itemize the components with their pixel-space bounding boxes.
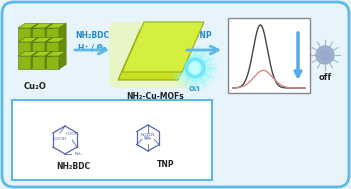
- Polygon shape: [46, 56, 59, 69]
- Polygon shape: [45, 51, 52, 69]
- Polygon shape: [45, 23, 52, 41]
- FancyBboxPatch shape: [2, 2, 349, 187]
- FancyBboxPatch shape: [12, 100, 212, 180]
- Polygon shape: [32, 37, 52, 42]
- Text: NH₂BDC: NH₂BDC: [75, 32, 109, 40]
- Text: O₂N: O₂N: [147, 132, 155, 136]
- Polygon shape: [31, 23, 38, 41]
- Polygon shape: [46, 28, 59, 41]
- Circle shape: [182, 55, 208, 81]
- Polygon shape: [118, 30, 200, 80]
- Text: NO₂: NO₂: [140, 132, 149, 136]
- Text: COOH: COOH: [53, 137, 66, 141]
- Polygon shape: [18, 42, 31, 55]
- Polygon shape: [46, 42, 59, 55]
- Polygon shape: [59, 37, 66, 55]
- Polygon shape: [32, 51, 52, 56]
- Circle shape: [189, 62, 201, 74]
- Polygon shape: [18, 56, 31, 69]
- Polygon shape: [122, 22, 204, 72]
- Text: NH₂-Cu-MOFs: NH₂-Cu-MOFs: [126, 92, 184, 101]
- Polygon shape: [46, 23, 66, 28]
- Polygon shape: [31, 37, 38, 55]
- Polygon shape: [59, 23, 66, 41]
- Circle shape: [178, 51, 212, 85]
- FancyBboxPatch shape: [109, 22, 193, 88]
- Text: TNP: TNP: [157, 160, 175, 169]
- Circle shape: [173, 46, 217, 90]
- Text: Cu₂O: Cu₂O: [24, 82, 46, 91]
- Polygon shape: [31, 51, 38, 69]
- Polygon shape: [46, 37, 66, 42]
- Polygon shape: [18, 51, 38, 56]
- Polygon shape: [59, 51, 66, 69]
- Polygon shape: [32, 56, 45, 69]
- Circle shape: [319, 49, 331, 61]
- Polygon shape: [32, 23, 52, 28]
- Text: TNP: TNP: [195, 32, 213, 40]
- Text: NH₂BDC: NH₂BDC: [56, 162, 90, 171]
- Text: off: off: [318, 73, 332, 82]
- Text: H⁺ / O₂: H⁺ / O₂: [78, 43, 106, 53]
- Polygon shape: [18, 28, 31, 41]
- Polygon shape: [18, 23, 38, 28]
- Circle shape: [316, 46, 334, 64]
- Polygon shape: [18, 37, 38, 42]
- Text: COOH: COOH: [66, 132, 79, 136]
- Text: NH₂: NH₂: [75, 152, 83, 156]
- Circle shape: [185, 58, 205, 78]
- Text: on: on: [189, 84, 201, 93]
- Polygon shape: [45, 37, 52, 55]
- Polygon shape: [32, 42, 45, 55]
- Text: NO₂: NO₂: [144, 136, 152, 140]
- Polygon shape: [32, 28, 45, 41]
- Text: OH: OH: [145, 137, 151, 141]
- FancyBboxPatch shape: [228, 18, 310, 93]
- Polygon shape: [46, 51, 66, 56]
